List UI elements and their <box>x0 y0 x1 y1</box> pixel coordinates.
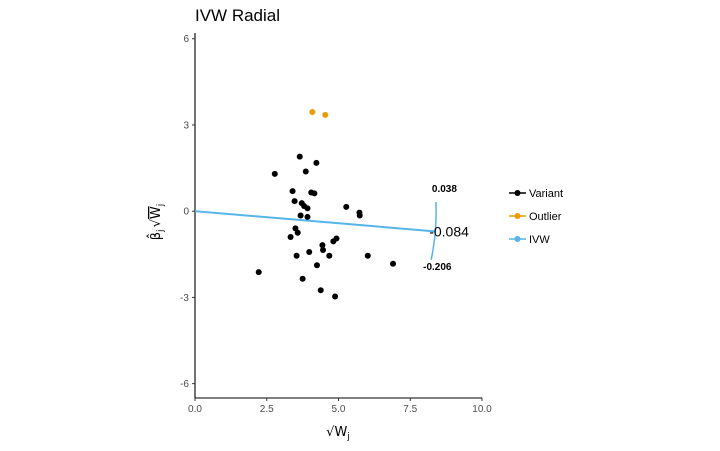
variant-point <box>343 203 350 210</box>
y-tick-label: 6 <box>183 34 189 45</box>
estimate-label: -0.084 <box>429 223 469 239</box>
legend-item-ivw: IVW <box>509 234 550 246</box>
ivw-ci-arc <box>430 201 437 261</box>
x-tick-label: 7.5 <box>403 404 417 415</box>
variant-point <box>313 262 320 269</box>
variant-point <box>294 229 301 236</box>
y-tick-label: -3 <box>180 293 189 304</box>
chart-title: IVW Radial <box>195 6 280 25</box>
annotation-layer: 0.038 -0.084 -0.206 <box>423 184 469 273</box>
ivw-layer <box>194 201 437 261</box>
legend: Variant Outlier IVW <box>509 188 563 246</box>
y-axis-w-sub: j <box>156 204 166 208</box>
x-axis-title: √Wj <box>326 425 350 442</box>
variant-point <box>333 235 340 242</box>
x-axis-label: √W <box>326 425 347 440</box>
legend-label: Outlier <box>529 211 562 223</box>
svg-text:β̂j√Wj: β̂j√Wj <box>147 204 166 240</box>
variant-point <box>287 234 294 241</box>
x-tick-label: 10.0 <box>472 404 492 415</box>
outlier-point <box>309 109 316 116</box>
variant-point <box>299 275 306 282</box>
y-tick-label: 3 <box>183 120 189 131</box>
variant-point <box>271 170 278 177</box>
variant-point <box>293 252 300 259</box>
variant-point <box>255 269 262 276</box>
points-layer <box>255 109 397 300</box>
ci-lower-label: -0.206 <box>423 262 452 273</box>
outlier-point <box>322 111 329 118</box>
y-axis-beta-sub: j <box>156 229 166 233</box>
variant-point <box>297 212 304 219</box>
y-tick-label: 0 <box>183 207 189 218</box>
variant-point <box>291 198 298 205</box>
variant-point <box>390 260 397 267</box>
variant-point <box>289 188 296 195</box>
variant-point <box>319 242 326 249</box>
x-tick-label: 0.0 <box>188 404 202 415</box>
variant-point <box>326 252 333 259</box>
variant-point <box>364 252 371 259</box>
variant-point <box>304 213 311 220</box>
variant-point <box>296 153 303 160</box>
legend-item-outlier: Outlier <box>509 211 562 223</box>
variant-point <box>302 168 309 175</box>
variant-point <box>313 159 320 166</box>
ivw-line <box>194 210 437 233</box>
variant-point <box>311 190 318 197</box>
variant-point <box>304 205 311 212</box>
x-tick-label: 2.5 <box>260 404 274 415</box>
y-axis-title: β̂j√Wj <box>147 204 166 240</box>
y-axis-w: W <box>149 206 164 219</box>
legend-marker <box>514 190 521 196</box>
variant-point <box>306 249 313 255</box>
y-axis-beta: β̂ <box>147 232 164 240</box>
svg-text:√Wj: √Wj <box>326 425 350 442</box>
legend-label: IVW <box>529 234 550 246</box>
x-tick-label: 5.0 <box>332 404 346 415</box>
ci-upper-label: 0.038 <box>432 184 457 195</box>
variant-point <box>317 287 324 294</box>
legend-marker <box>514 236 521 242</box>
plot-axes: -6 -3 0 3 6 0.0 2.5 5.0 7.5 10.0 <box>180 33 492 415</box>
y-tick-label: -6 <box>180 379 189 390</box>
variant-point <box>320 246 327 253</box>
legend-label: Variant <box>529 188 563 200</box>
variant-point <box>356 212 363 219</box>
legend-item-variant: Variant <box>509 188 563 200</box>
legend-marker <box>514 213 521 219</box>
x-axis-label-sub: j <box>346 432 350 442</box>
variant-point <box>332 293 339 300</box>
